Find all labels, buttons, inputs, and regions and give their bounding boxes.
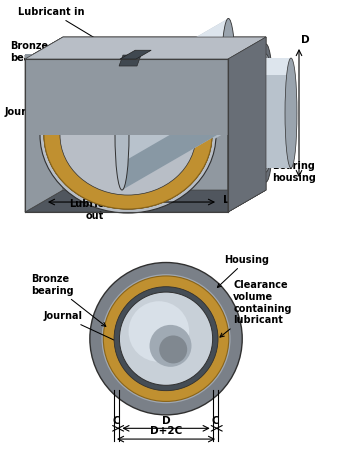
Polygon shape [25, 190, 266, 212]
Polygon shape [228, 37, 266, 212]
Polygon shape [119, 55, 141, 66]
Ellipse shape [40, 57, 216, 213]
Ellipse shape [159, 335, 187, 363]
Ellipse shape [259, 54, 273, 172]
Text: D+2C: D+2C [150, 426, 182, 436]
Polygon shape [25, 37, 266, 59]
Ellipse shape [215, 26, 231, 134]
Ellipse shape [128, 301, 189, 362]
Ellipse shape [114, 287, 218, 391]
Ellipse shape [90, 262, 242, 415]
Polygon shape [120, 50, 151, 59]
Text: Journal: Journal [5, 107, 122, 149]
Polygon shape [122, 18, 229, 99]
Polygon shape [25, 37, 266, 59]
Polygon shape [228, 37, 266, 212]
Polygon shape [228, 37, 266, 212]
Text: D: D [162, 415, 170, 425]
Text: Bearing
housing: Bearing housing [260, 144, 316, 183]
Polygon shape [38, 57, 218, 135]
Polygon shape [25, 59, 228, 135]
Ellipse shape [44, 61, 212, 209]
Ellipse shape [60, 75, 196, 195]
Text: Lubricant in: Lubricant in [19, 7, 136, 63]
Ellipse shape [149, 325, 191, 367]
Ellipse shape [119, 292, 213, 385]
Polygon shape [128, 26, 223, 189]
Text: D: D [301, 35, 310, 45]
Ellipse shape [222, 18, 236, 128]
Polygon shape [25, 37, 63, 212]
Polygon shape [122, 18, 229, 190]
Polygon shape [122, 101, 229, 190]
Text: Lubricant
out: Lubricant out [69, 197, 135, 221]
Ellipse shape [258, 44, 274, 182]
Text: C: C [211, 415, 219, 425]
Polygon shape [38, 57, 218, 135]
Ellipse shape [260, 58, 272, 168]
Ellipse shape [102, 274, 231, 403]
Polygon shape [128, 26, 223, 103]
Polygon shape [266, 58, 291, 168]
Text: C: C [113, 415, 120, 425]
Text: Clearance
volume
containing
lubricant: Clearance volume containing lubricant [220, 281, 292, 337]
Text: Bronze
bearing: Bronze bearing [10, 41, 65, 113]
Ellipse shape [285, 58, 297, 168]
Text: L: L [223, 195, 230, 205]
Polygon shape [25, 59, 228, 212]
Polygon shape [25, 37, 266, 59]
Text: Bronze
bearing: Bronze bearing [32, 274, 106, 326]
Ellipse shape [120, 81, 136, 189]
Text: N: N [194, 60, 203, 70]
Polygon shape [35, 59, 221, 135]
Ellipse shape [103, 276, 229, 401]
Ellipse shape [44, 61, 212, 209]
Text: W: W [138, 42, 149, 52]
Polygon shape [266, 58, 291, 74]
Text: Housing: Housing [217, 255, 269, 287]
Ellipse shape [60, 75, 196, 195]
Polygon shape [25, 54, 233, 135]
Ellipse shape [44, 61, 212, 209]
Text: Journal: Journal [43, 311, 124, 345]
Ellipse shape [115, 80, 129, 190]
